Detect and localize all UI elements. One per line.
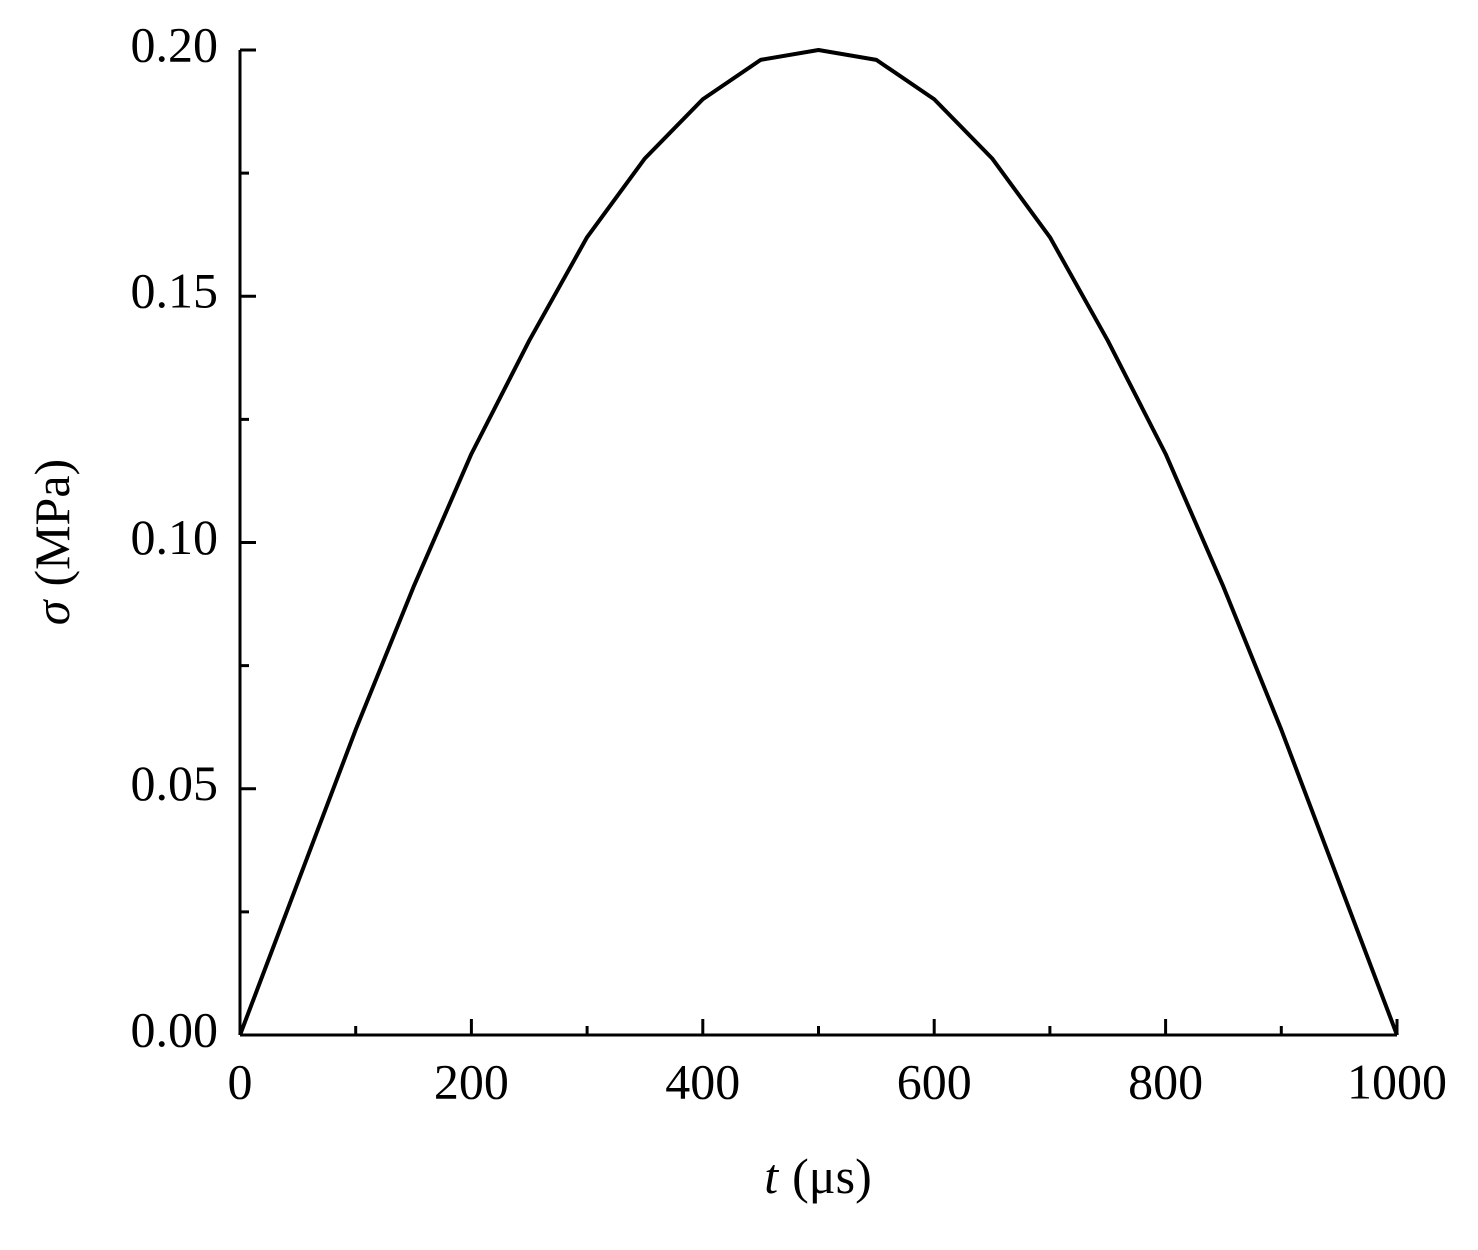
x-label-symbol: t — [764, 1148, 779, 1204]
y-label-unit: (MPa) — [24, 459, 80, 587]
y-tick-label: 0.05 — [131, 755, 219, 811]
x-tick-label: 400 — [665, 1053, 740, 1109]
x-tick-label: 0 — [228, 1053, 253, 1109]
x-label-unit: (μs) — [792, 1148, 872, 1204]
y-axis-label: σ (MPa) — [24, 459, 80, 625]
x-tick-label: 800 — [1128, 1053, 1203, 1109]
data-line — [238, 48, 1399, 1036]
y-tick-label: 0.00 — [131, 1001, 219, 1057]
x-tick-label: 1000 — [1347, 1053, 1447, 1109]
x-axis-label: t (μs) — [764, 1148, 871, 1204]
y-tick-label: 0.20 — [131, 16, 219, 72]
y-tick-label: 0.10 — [131, 509, 219, 565]
y-tick-label: 0.15 — [131, 263, 219, 319]
y-label-symbol: σ — [24, 598, 80, 625]
x-tick-label: 600 — [897, 1053, 972, 1109]
x-tick-label: 200 — [434, 1053, 509, 1109]
